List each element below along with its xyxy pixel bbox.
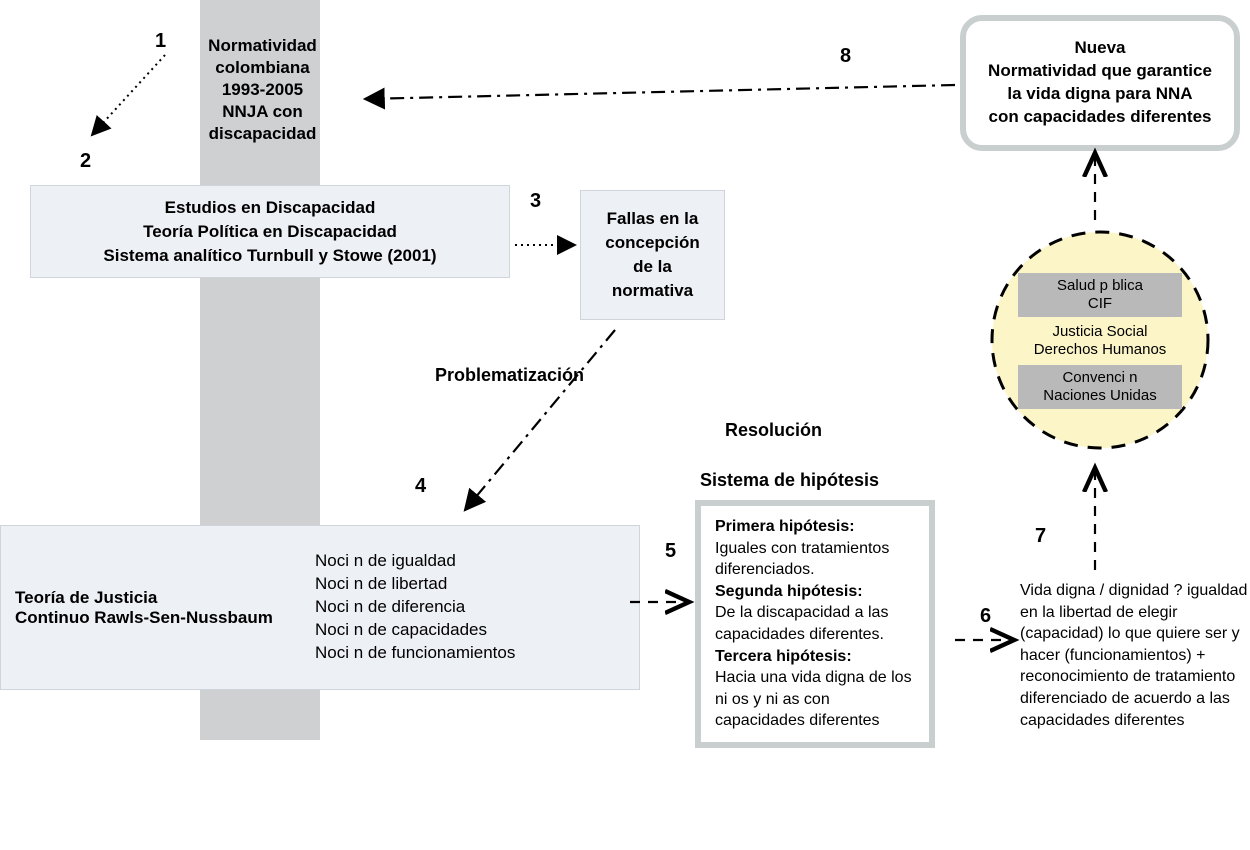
h2-title: Segunda hipótesis: — [715, 581, 915, 603]
arrow-3-to-4 — [465, 330, 615, 510]
label-sistema-hipotesis: Sistema de hipótesis — [700, 470, 879, 491]
node8-l1: Nueva — [976, 37, 1224, 60]
node4-t1: Teoría de Justicia — [15, 588, 315, 608]
node4-items: Noci n de igualdad Noci n de libertad No… — [315, 550, 515, 665]
node3-l2: concepción — [595, 231, 710, 255]
arrow-8-to-1 — [365, 85, 955, 99]
node2-l3: Sistema analítico Turnbull y Stowe (2001… — [45, 244, 495, 268]
node1-l3: 1993-2005 — [180, 79, 345, 101]
node-nueva-normatividad: Nueva Normatividad que garantice la vida… — [960, 15, 1240, 151]
step-4: 4 — [415, 475, 426, 498]
node8-l3: la vida digna para NNA — [976, 83, 1224, 106]
def-text: Vida digna / dignidad ? igualdad en la l… — [1020, 582, 1247, 729]
step-8: 8 — [840, 45, 851, 68]
node-fallas: Fallas en la concepción de la normativa — [580, 190, 725, 320]
label-resolucion: Resolución — [725, 420, 822, 441]
h2-body: De la discapacidad a las capacidades dif… — [715, 602, 915, 645]
node1-l5: discapacidad — [180, 123, 345, 145]
step-1: 1 — [155, 30, 166, 53]
label-problematizacion: Problematización — [435, 365, 584, 386]
h3-body: Hacia una vida digna de los ni os y ni a… — [715, 667, 915, 732]
node3-l1: Fallas en la — [595, 207, 710, 231]
nocion-3: Noci n de capacidades — [315, 619, 515, 642]
circle-container: Salud p blica CIF Justicia Social Derech… — [985, 225, 1215, 455]
node1-l2: colombiana — [180, 57, 345, 79]
h1-title: Primera hipótesis: — [715, 516, 915, 538]
node-definicion: Vida digna / dignidad ? igualdad en la l… — [1020, 580, 1250, 731]
node1-l1: Normatividad — [180, 35, 345, 57]
node8-l2: Normatividad que garantice — [976, 60, 1224, 83]
node4-t2: Continuo Rawls-Sen-Nussbaum — [15, 608, 315, 628]
node3-l3: de la normativa — [595, 255, 710, 303]
nocion-0: Noci n de igualdad — [315, 550, 515, 573]
nocion-2: Noci n de diferencia — [315, 596, 515, 619]
nocion-1: Noci n de libertad — [315, 573, 515, 596]
node-normatividad: Normatividad colombiana 1993-2005 NNJA c… — [180, 35, 345, 145]
circle-item-1: Salud p blica CIF — [1018, 273, 1182, 317]
node8-l4: con capacidades diferentes — [976, 106, 1224, 129]
node4-title: Teoría de Justicia Continuo Rawls-Sen-Nu… — [15, 588, 315, 628]
node-estudios: Estudios en Discapacidad Teoría Política… — [30, 185, 510, 278]
node-hipotesis: Primera hipótesis: Iguales con tratamien… — [695, 500, 935, 748]
circle-item-2: Justicia Social Derechos Humanos — [985, 323, 1215, 359]
step-7: 7 — [1035, 525, 1046, 548]
circle-item-3: Convenci n Naciones Unidas — [1018, 365, 1182, 409]
node2-l2: Teoría Política en Discapacidad — [45, 220, 495, 244]
arrow-1-to-2 — [92, 55, 165, 135]
step-3: 3 — [530, 190, 541, 213]
node2-l1: Estudios en Discapacidad — [45, 196, 495, 220]
node1-l4: NNJA con — [180, 101, 345, 123]
h1-body: Iguales con tratamientos diferenciados. — [715, 538, 915, 581]
step-6: 6 — [980, 605, 991, 628]
node-teoria-justicia: Teoría de Justicia Continuo Rawls-Sen-Nu… — [0, 525, 640, 690]
nocion-4: Noci n de funcionamientos — [315, 642, 515, 665]
step-5: 5 — [665, 540, 676, 563]
h3-title: Tercera hipótesis: — [715, 646, 915, 668]
step-2: 2 — [80, 150, 91, 173]
